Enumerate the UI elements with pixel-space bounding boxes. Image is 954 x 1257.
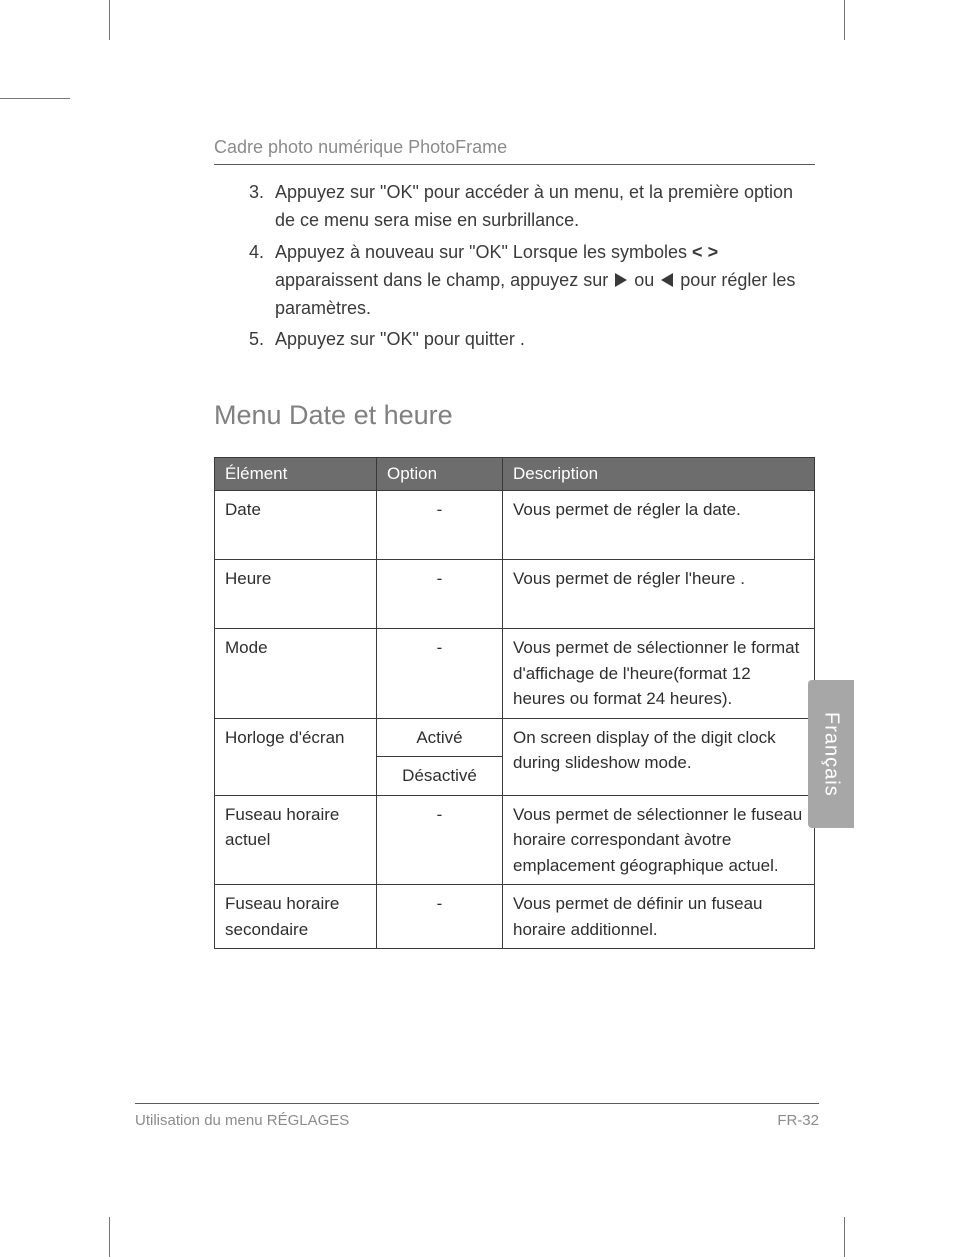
triangle-right-icon [615,273,627,287]
cell-option: Activé [377,718,503,757]
step-text: Appuyez sur "OK" pour quitter . [275,326,815,354]
table-row: Fuseau horaire actuel - Vous permet de s… [215,795,815,885]
step-text-b: apparaissent dans le champ, appuyez sur [275,270,608,290]
cell-element: Horloge d'écran [215,718,377,795]
section-title: Menu Date et heure [214,400,815,431]
content-area: Cadre photo numérique PhotoFrame Appuyez… [109,98,845,1159]
date-time-table: Élément Option Description Date - Vous p… [214,457,815,949]
language-tab: Français [808,680,854,828]
cell-option: - [377,491,503,560]
table-header-row: Élément Option Description [215,458,815,491]
table-row: Date - Vous permet de régler la date. [215,491,815,560]
cell-option: - [377,795,503,885]
step-text-ou: ou [634,270,654,290]
cell-desc: On screen display of the digit clock dur… [503,718,815,795]
step-text: Appuyez à nouveau sur "OK" Lorsque les s… [275,239,815,323]
header-rule: Cadre photo numérique PhotoFrame [214,98,815,165]
cell-option: Désactivé [377,757,503,796]
header-title: Cadre photo numérique PhotoFrame [214,137,507,158]
cell-element: Heure [215,560,377,629]
table-row: Fuseau horaire secondaire - Vous permet … [215,885,815,949]
col-option: Option [377,458,503,491]
col-element: Élément [215,458,377,491]
table-row: Horloge d'écran Activé On screen display… [215,718,815,757]
language-label: Français [820,712,843,797]
step-4: Appuyez à nouveau sur "OK" Lorsque les s… [269,239,815,323]
crop-mark [109,0,110,40]
step-3: Appuyez sur "OK" pour accéder à un menu,… [269,179,815,235]
cell-option: - [377,560,503,629]
angle-left-icon: < [692,242,703,262]
crop-mark [109,1217,110,1257]
crop-mark [844,1217,845,1257]
cell-element: Mode [215,629,377,719]
cell-desc: Vous permet de sélectionner le fuseau ho… [503,795,815,885]
step-text: Appuyez sur "OK" pour accéder à un menu,… [275,179,815,235]
cell-desc: Vous permet de régler la date. [503,491,815,560]
cell-element: Date [215,491,377,560]
table-row: Heure - Vous permet de régler l'heure . [215,560,815,629]
cell-element: Fuseau horaire secondaire [215,885,377,949]
cell-desc: Vous permet de définir un fuseau horaire… [503,885,815,949]
crop-mark [844,0,845,40]
angle-right-icon: > [708,242,719,262]
cell-option: - [377,629,503,719]
footer-right: FR-32 [777,1112,819,1129]
table-row: Mode - Vous permet de sélectionner le fo… [215,629,815,719]
cell-desc: Vous permet de sélectionner le format d'… [503,629,815,719]
crop-mark [0,98,70,99]
footer-left: Utilisation du menu RÉGLAGES [135,1112,349,1129]
step-text-a: Appuyez à nouveau sur "OK" Lorsque les s… [275,242,687,262]
cell-element: Fuseau horaire actuel [215,795,377,885]
footer: Utilisation du menu RÉGLAGES FR-32 [135,1103,819,1129]
triangle-left-icon [661,273,673,287]
cell-option: - [377,885,503,949]
cell-desc: Vous permet de régler l'heure . [503,560,815,629]
step-5: Appuyez sur "OK" pour quitter . [269,326,815,354]
steps-list: Appuyez sur "OK" pour accéder à un menu,… [214,179,815,354]
page: Cadre photo numérique PhotoFrame Appuyez… [0,0,954,1257]
col-description: Description [503,458,815,491]
